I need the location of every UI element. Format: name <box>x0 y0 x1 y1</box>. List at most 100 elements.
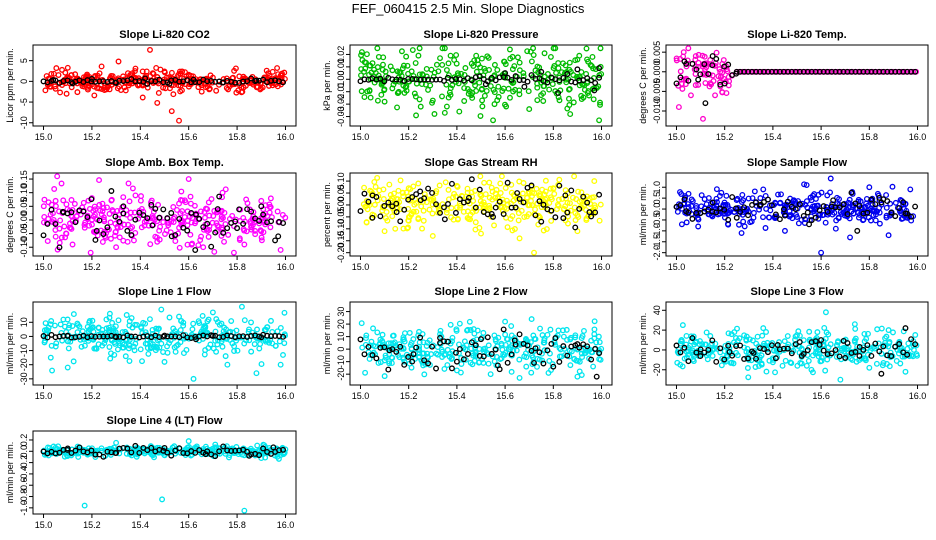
sample-point <box>70 358 77 365</box>
x-tick-label: 15.2 <box>400 132 418 142</box>
sample-point <box>597 356 604 363</box>
sample-point <box>152 233 159 240</box>
sample-point <box>222 353 229 360</box>
y-tick-label: -0.02 <box>336 94 346 115</box>
reference-point <box>144 80 151 87</box>
reference-point <box>721 80 728 87</box>
plot-frame <box>665 172 929 257</box>
reference-point <box>784 198 791 205</box>
sample-point <box>483 87 490 94</box>
reference-point <box>538 68 545 75</box>
panel-9: Slope Line 3 Flow 15.0 15.2 15.4 15.6 15.8 16.… <box>638 286 929 401</box>
panel-title: Slope Li-820 Temp. <box>747 29 846 41</box>
sample-point <box>413 208 420 215</box>
sample-point <box>197 237 204 244</box>
sample-point <box>49 367 56 374</box>
sample-point <box>712 92 718 99</box>
sample-point <box>61 323 68 330</box>
sample-point <box>689 198 696 205</box>
x-tick-label: 15.2 <box>83 132 101 142</box>
reference-point <box>564 209 571 216</box>
sample-point <box>132 192 139 199</box>
y-tick-label: -1.0 <box>652 223 662 239</box>
sample-point <box>723 192 730 199</box>
sample-point <box>445 94 452 101</box>
reference-point <box>482 81 489 88</box>
sample-point <box>43 326 50 333</box>
sample-point <box>482 191 489 198</box>
reference-point <box>377 75 384 82</box>
sample-point <box>692 56 699 63</box>
sample-point <box>745 374 752 381</box>
sample-point <box>394 68 401 75</box>
sample-point <box>579 354 586 361</box>
sample-point <box>677 68 684 75</box>
reference-point <box>725 61 732 68</box>
sample-point <box>824 356 831 363</box>
x-tick-label: 15.2 <box>83 520 101 530</box>
sample-point <box>498 355 505 362</box>
sample-point <box>258 234 265 241</box>
sample-point <box>180 322 187 329</box>
sample-point <box>408 68 415 75</box>
sample-point <box>847 234 853 241</box>
reference-point <box>476 73 483 80</box>
sample-point <box>535 69 542 76</box>
x-tick-label: 15.6 <box>496 262 514 272</box>
sample-point <box>692 53 699 60</box>
reference-point <box>516 331 523 338</box>
sample-point <box>549 81 556 88</box>
sample-point <box>590 96 597 103</box>
sample-point <box>427 82 434 89</box>
reference-point <box>677 349 684 356</box>
sample-point <box>518 207 525 214</box>
sample-point <box>401 358 408 365</box>
y-tick-label: -0.6 <box>19 477 29 493</box>
sample-point <box>539 186 546 193</box>
reference-point <box>456 346 463 353</box>
reference-point <box>208 243 215 250</box>
sample-point <box>279 70 285 77</box>
sample-point <box>555 60 562 66</box>
sample-point <box>397 69 404 76</box>
reference-point <box>544 347 551 354</box>
x-tick-label: 15.2 <box>716 132 734 142</box>
sample-point <box>410 208 417 215</box>
sample-point <box>564 220 571 227</box>
sample-point <box>158 340 165 347</box>
sample-point <box>147 345 154 352</box>
sample-point <box>107 355 114 362</box>
reference-point <box>721 206 728 213</box>
sample-point <box>709 340 715 347</box>
sample-point <box>809 352 816 359</box>
sample-point <box>685 45 692 52</box>
sample-point <box>813 202 820 209</box>
reference-point <box>504 179 511 186</box>
sample-point <box>246 326 252 333</box>
reference-point <box>405 196 412 203</box>
sample-point <box>507 344 514 350</box>
reference-point <box>152 205 159 212</box>
reference-point <box>193 211 199 218</box>
reference-point <box>908 213 915 220</box>
sample-point <box>588 63 595 70</box>
reference-point <box>772 211 779 218</box>
reference-point <box>516 195 523 202</box>
reference-point <box>373 355 380 362</box>
sample-point <box>709 352 716 359</box>
sample-point <box>479 103 486 110</box>
sample-point <box>361 184 368 191</box>
sample-point <box>821 324 828 331</box>
sample-point <box>538 92 545 99</box>
sample-point <box>439 93 445 100</box>
sample-point <box>176 244 183 251</box>
sample-point <box>98 63 105 70</box>
reference-point <box>108 188 115 194</box>
reference-point <box>544 79 551 86</box>
sample-point <box>374 45 381 52</box>
reference-point <box>872 201 879 208</box>
sample-point <box>392 225 399 232</box>
sample-point <box>476 79 483 86</box>
sample-point <box>223 85 230 91</box>
sample-point <box>219 189 226 196</box>
